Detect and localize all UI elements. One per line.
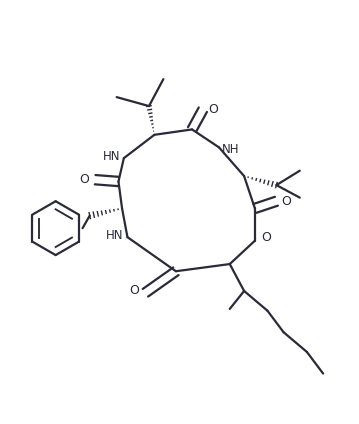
Text: HN: HN bbox=[106, 229, 124, 242]
Text: O: O bbox=[281, 195, 292, 208]
Text: NH: NH bbox=[222, 142, 239, 156]
Text: O: O bbox=[261, 232, 271, 244]
Text: O: O bbox=[209, 103, 219, 116]
Text: O: O bbox=[79, 173, 89, 186]
Text: HN: HN bbox=[103, 150, 120, 163]
Text: O: O bbox=[130, 285, 140, 298]
